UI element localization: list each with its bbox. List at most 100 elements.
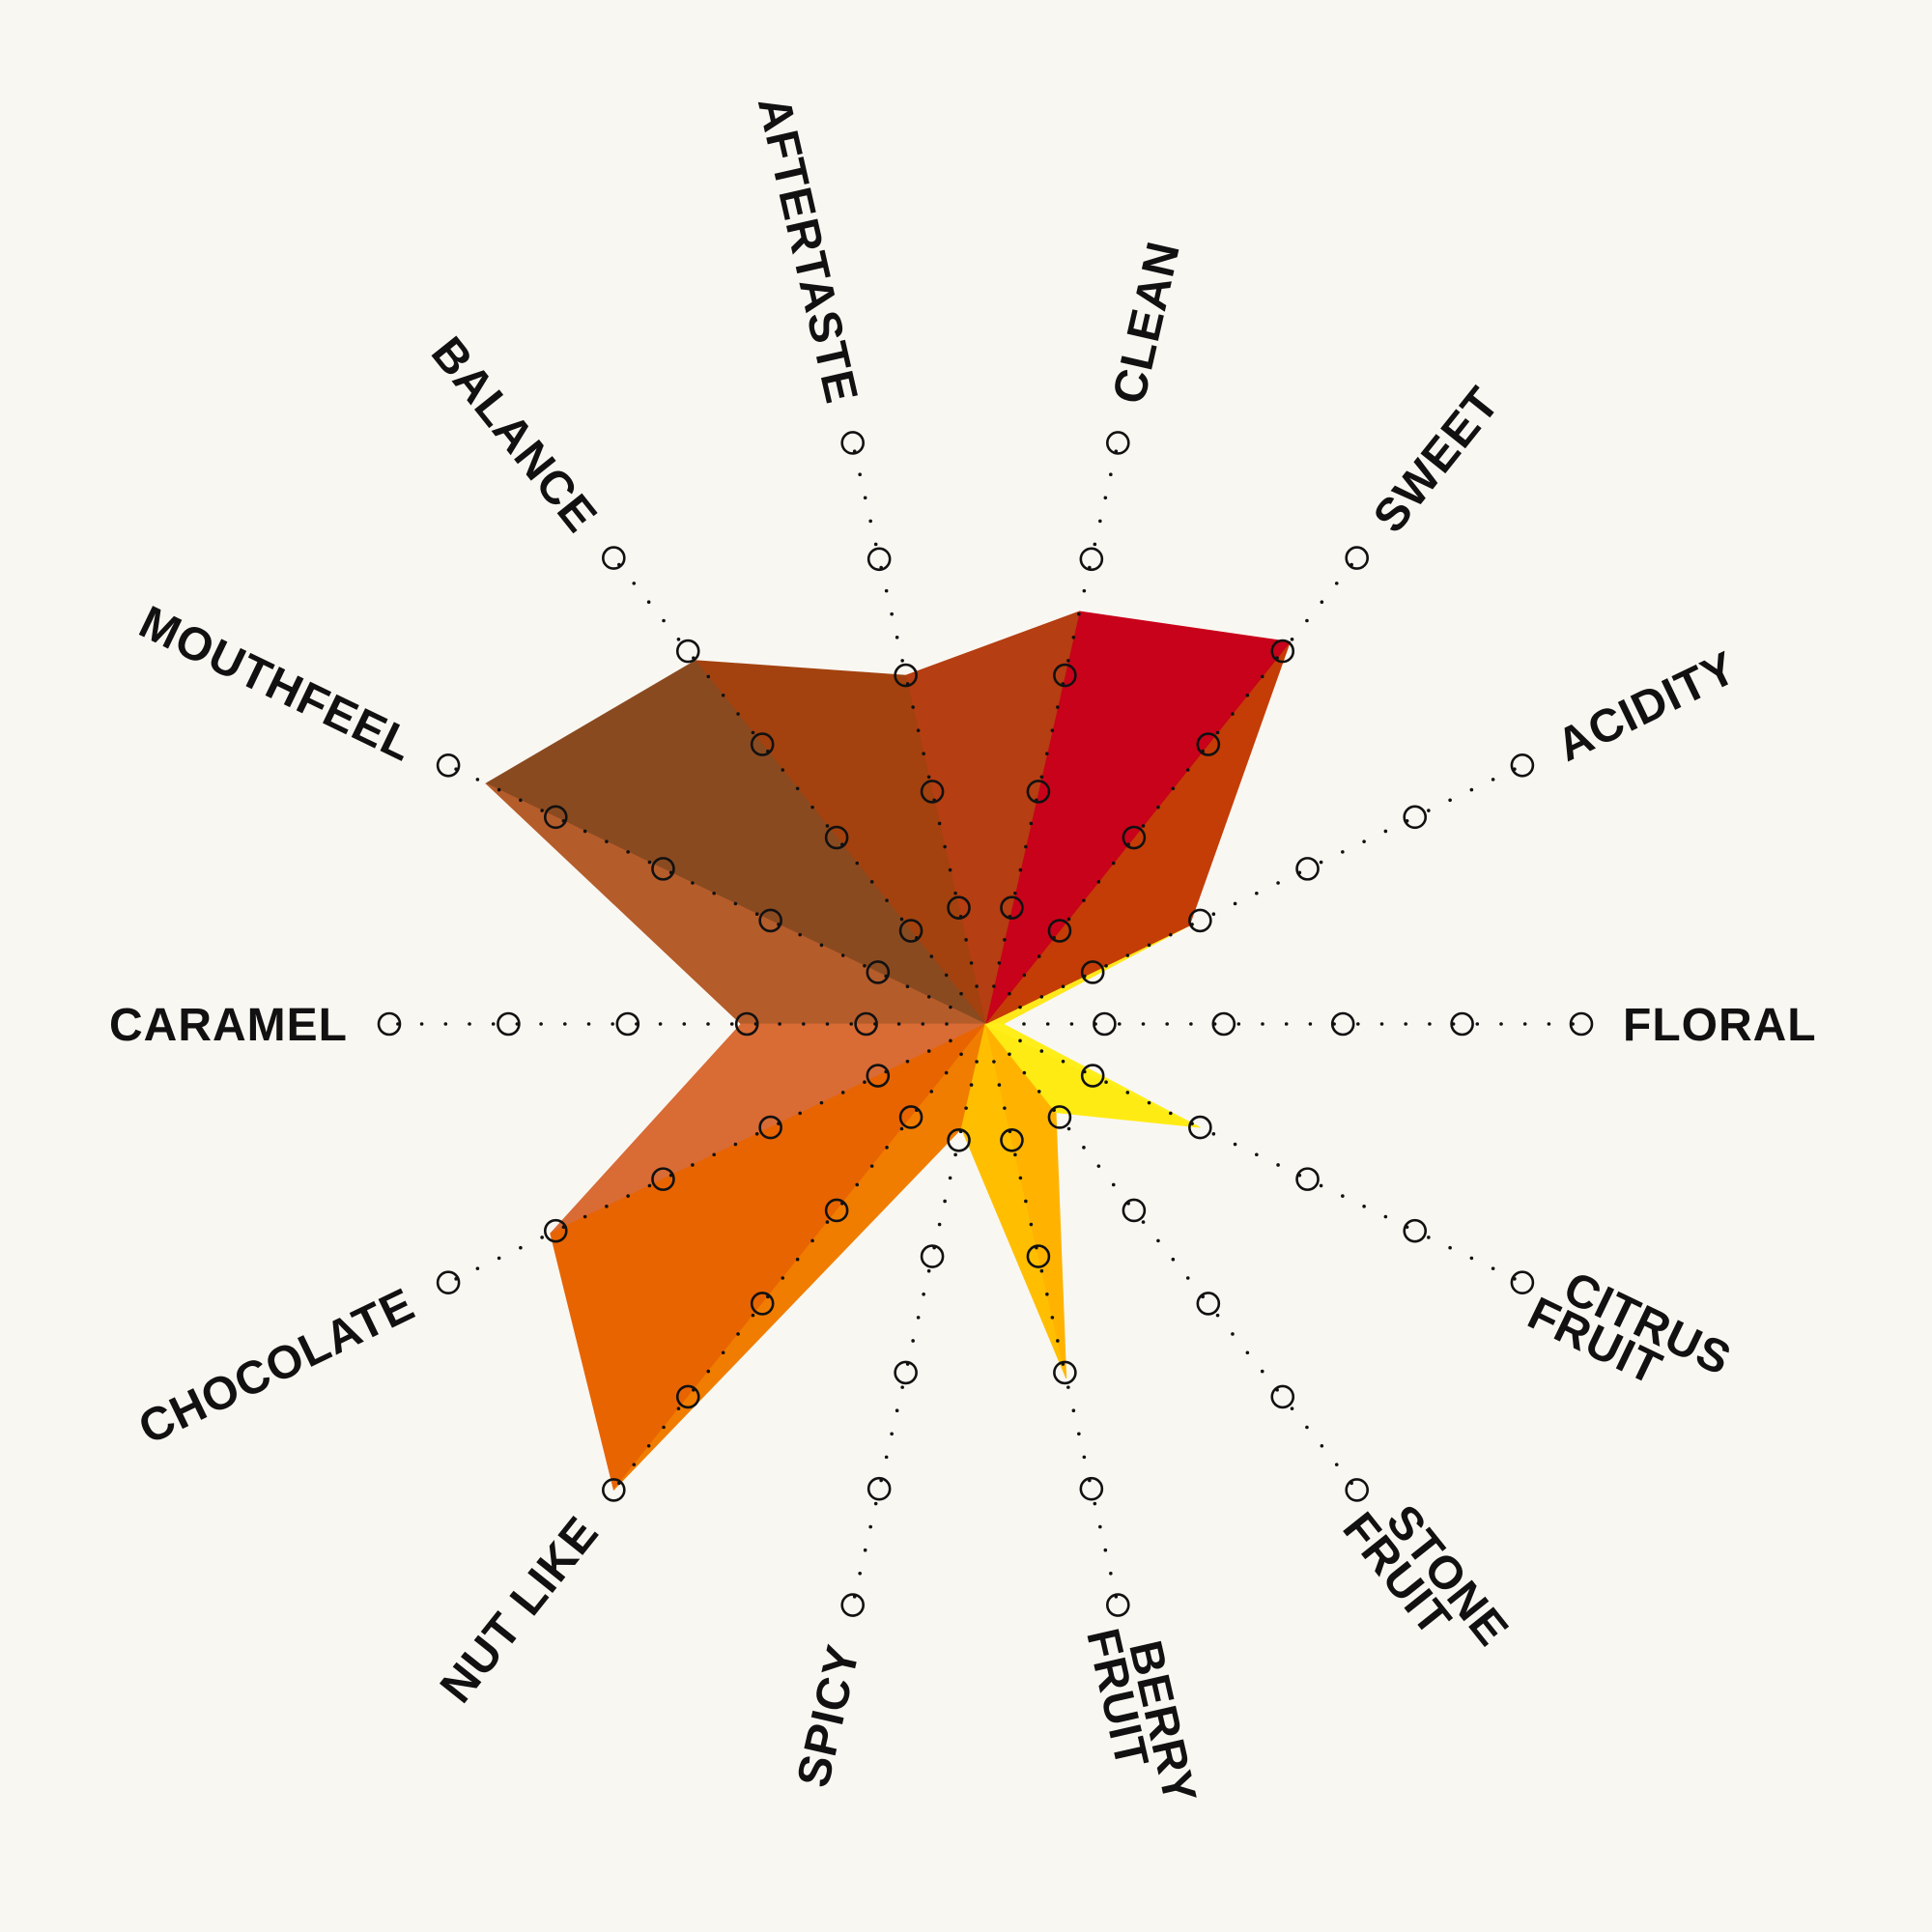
axis-dot [1071, 635, 1076, 639]
axis-dot [682, 1022, 687, 1026]
axis-dot [1215, 730, 1220, 735]
axis-dot [1290, 1406, 1294, 1410]
grid-circle [1295, 1167, 1320, 1191]
axis-label-line: SWEET [1364, 378, 1510, 542]
axis-dot [1522, 1022, 1527, 1026]
axis-label-line: CARAMEL [109, 1000, 348, 1051]
axis-dot [676, 638, 681, 641]
axis-dot [953, 891, 957, 895]
axis-dot [539, 1022, 543, 1026]
axis-dot [929, 1090, 934, 1094]
axis-dot [1141, 1022, 1146, 1026]
axis-dot [929, 954, 934, 958]
axis-dot [1022, 1070, 1027, 1075]
grid-circle [824, 1198, 849, 1223]
axis-dot [1383, 1214, 1388, 1219]
axis-dot [1147, 943, 1151, 948]
axis-dot [992, 1060, 996, 1064]
axis-dot [519, 798, 523, 803]
axis-dot [1096, 1164, 1101, 1168]
axis-dot [1231, 712, 1235, 716]
axis-dot [900, 659, 904, 663]
axis-dot [1141, 824, 1146, 828]
axis-dot [840, 953, 845, 957]
grid-circle [824, 825, 849, 850]
axis-dot [647, 860, 652, 865]
grid-circle [1053, 1360, 1077, 1385]
grid-circle [1330, 1011, 1355, 1037]
axis-dot [1071, 1408, 1076, 1413]
axis-dot [1077, 611, 1081, 616]
axis-dot [855, 1182, 860, 1187]
axis-dot [899, 917, 904, 922]
axis-dot [1066, 1126, 1071, 1131]
axis-dot [605, 1205, 609, 1208]
axis-dot [899, 1126, 904, 1131]
axis-dot [863, 1548, 867, 1552]
axis-dot [1029, 821, 1034, 826]
axis-dot [1008, 1052, 1011, 1057]
axis-dot [922, 752, 925, 755]
axis-dot [916, 1316, 921, 1320]
axis-dot [540, 809, 544, 812]
axis-dot [691, 881, 695, 885]
axis-dot [611, 1022, 614, 1026]
axis-dot [1082, 898, 1086, 902]
axis-dot [706, 674, 711, 679]
grid-circle [1196, 732, 1221, 756]
axis-dot [662, 1425, 666, 1430]
grid-circle [651, 1167, 675, 1191]
axis-dot [1066, 1385, 1070, 1389]
grid-circle [898, 1105, 923, 1129]
axis-dot [969, 1083, 974, 1087]
axis-dot [475, 1266, 480, 1270]
axis-dot [795, 786, 800, 791]
axis-dot [1334, 1463, 1339, 1466]
grid-circle [867, 547, 892, 572]
axis-dot [1082, 1146, 1086, 1150]
grid-circle [497, 1011, 521, 1037]
grid-circle [1211, 1011, 1236, 1037]
axis-dot [1156, 1238, 1160, 1243]
grid-circle [602, 1478, 626, 1502]
axis-label-caramel: CARAMEL [109, 1000, 348, 1051]
axis-dot [1056, 1339, 1060, 1343]
axis-dot [944, 973, 949, 978]
grid-circle [1510, 1270, 1535, 1295]
axis-dot [905, 1059, 910, 1064]
axis-dot [626, 850, 630, 854]
axis-dot [1491, 1266, 1495, 1270]
axis-label-line: MOUTHFEEL [131, 597, 421, 772]
grid-circle [1510, 753, 1535, 778]
axis-dot [1404, 1022, 1407, 1026]
axis-dot [1039, 995, 1044, 999]
axis-dot [997, 961, 1002, 965]
axis-dot [895, 635, 899, 639]
axis-label-line: ACIDITY [1549, 642, 1745, 772]
axis-dot [863, 963, 867, 968]
axis-dot [802, 1022, 806, 1026]
axis-dot [691, 1163, 695, 1167]
axis-dot [1093, 542, 1097, 547]
axis-dot [1211, 912, 1216, 916]
axis-dot [1260, 674, 1264, 679]
axis-dot [1491, 778, 1495, 781]
axis-dot [890, 1432, 894, 1436]
axis-dot [885, 1146, 889, 1150]
axis-dot [798, 1111, 802, 1116]
axis-dot [1098, 519, 1102, 524]
axis-dot [868, 519, 872, 524]
axis-dot [1098, 1524, 1102, 1529]
axis-dot [1061, 1059, 1065, 1064]
grid-circle [1000, 1128, 1024, 1152]
axis-dot [662, 618, 666, 623]
axis-label-line: FLORAL [1623, 1000, 1817, 1051]
axis-dot [1499, 1022, 1503, 1026]
axis-dot [468, 1022, 471, 1026]
axis-dot [868, 1524, 872, 1529]
grid-circle [1053, 663, 1077, 688]
axis-label-berry-fruit: BERRYFRUIT [1076, 1615, 1206, 1817]
axis-dot [863, 1080, 867, 1085]
grid-circle [1079, 1476, 1104, 1501]
axis-dot [1056, 705, 1060, 709]
